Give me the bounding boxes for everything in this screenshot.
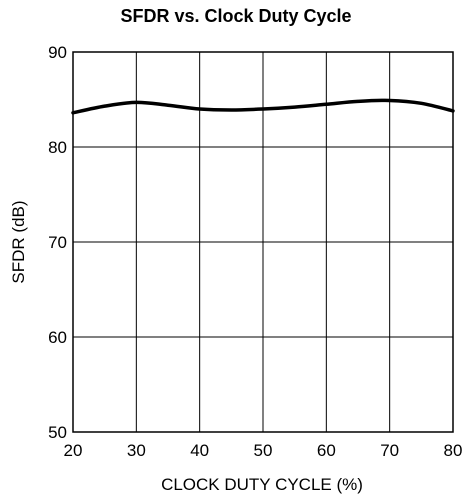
x-tick-label: 80 [444,441,463,460]
plot-area [72,51,454,433]
y-tick-label: 80 [48,138,67,157]
y-tick-label: 90 [48,43,67,62]
chart-title: SFDR vs. Clock Duty Cycle [120,6,351,26]
x-tick-label: 20 [64,441,83,460]
y-axis-ticks: 50 60 70 80 90 [48,43,67,442]
y-tick-label: 60 [48,328,67,347]
x-tick-label: 60 [317,441,336,460]
y-tick-label: 50 [48,423,67,442]
x-tick-label: 30 [127,441,146,460]
x-axis-ticks: 20 30 40 50 60 70 80 [64,441,463,460]
y-axis-label: SFDR (dB) [9,200,28,283]
grid [73,52,453,432]
x-tick-label: 40 [190,441,209,460]
x-axis-label: CLOCK DUTY CYCLE (%) [161,475,363,494]
sfdr-series-line [71,98,455,115]
x-tick-label: 70 [380,441,399,460]
y-tick-label: 70 [48,233,67,252]
x-tick-label: 50 [254,441,273,460]
